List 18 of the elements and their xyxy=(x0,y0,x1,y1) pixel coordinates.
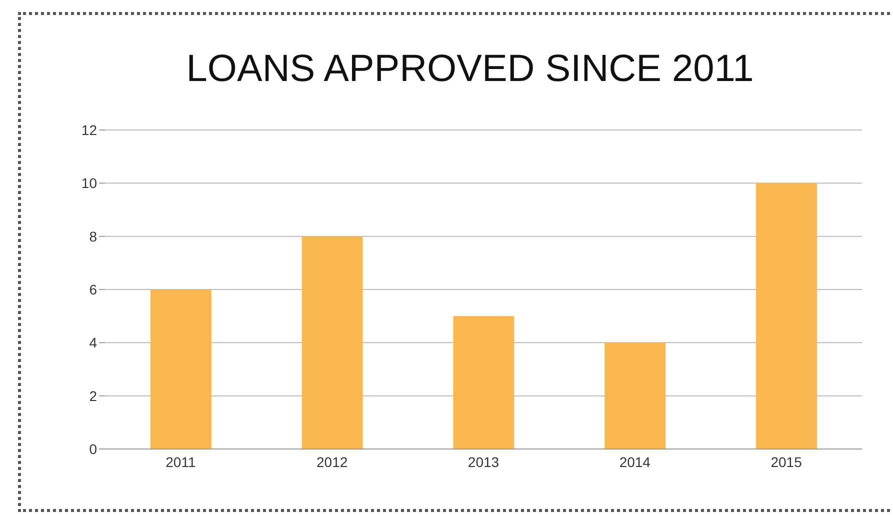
bar xyxy=(756,183,818,449)
y-tick-label: 12 xyxy=(81,122,98,138)
bar xyxy=(604,342,666,449)
bar xyxy=(150,290,212,449)
x-tick-label: 2011 xyxy=(166,454,196,470)
y-tick-label: 0 xyxy=(89,440,98,457)
x-tick-label: 2012 xyxy=(316,454,348,470)
y-tick-label: 10 xyxy=(81,175,98,192)
x-tick-label: 2015 xyxy=(770,454,802,470)
y-tick-label: 6 xyxy=(89,281,98,298)
y-tick-label: 8 xyxy=(89,228,98,244)
bar xyxy=(302,236,363,449)
y-tick-label: 4 xyxy=(89,334,98,351)
chart-title: LOANS APPROVED SINCE 2011 xyxy=(185,48,755,91)
y-tick-label: 2 xyxy=(89,388,98,404)
x-tick-label: 2013 xyxy=(468,454,500,470)
x-tick-label: 2014 xyxy=(619,454,651,470)
bar xyxy=(453,316,514,449)
